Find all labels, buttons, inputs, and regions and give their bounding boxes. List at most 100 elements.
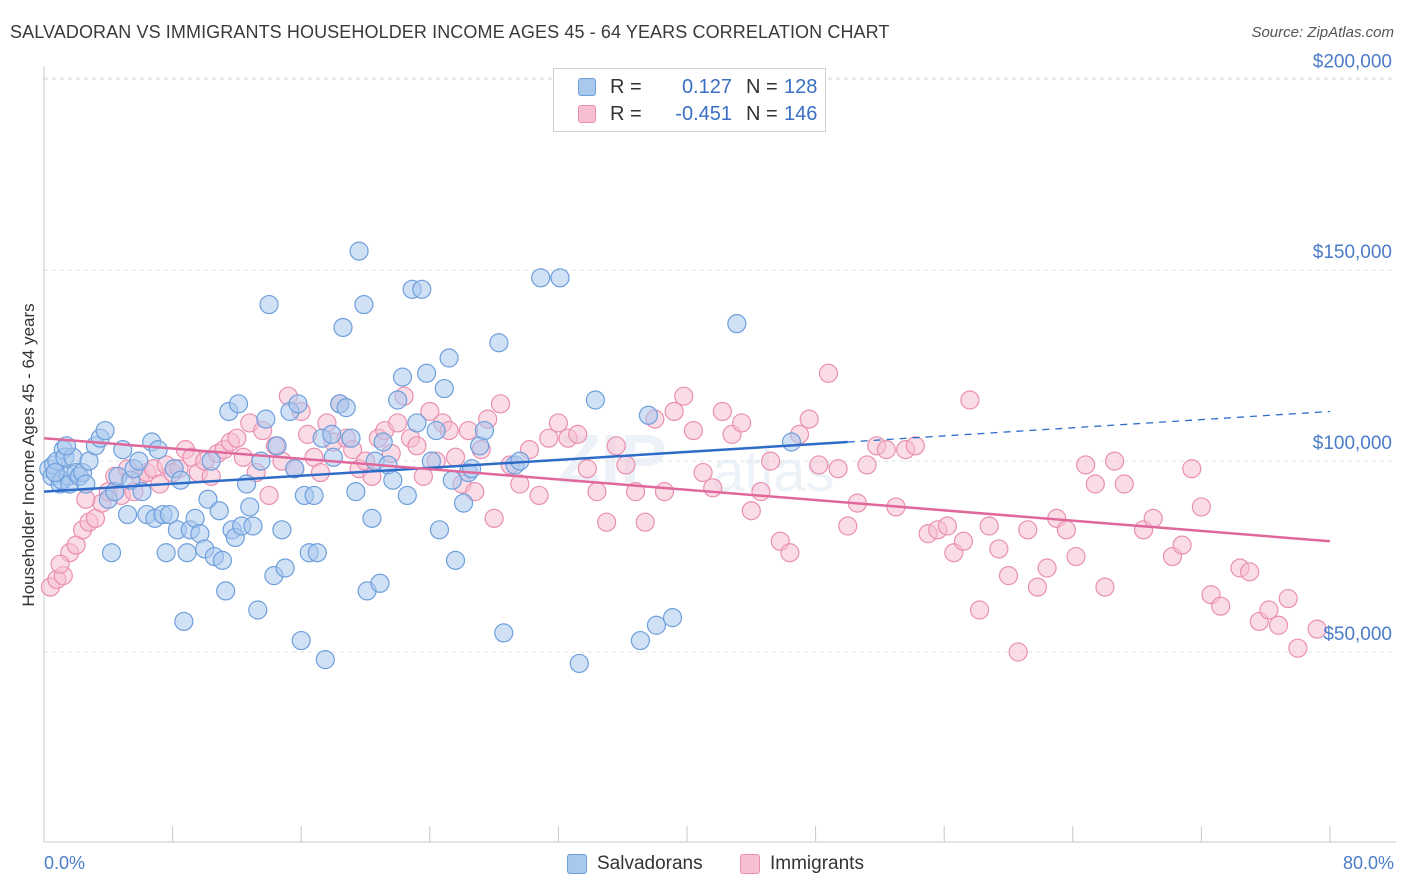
immigrants-point bbox=[1268, 615, 1289, 635]
immigrants-point bbox=[838, 516, 858, 536]
salvadorans-point bbox=[781, 432, 802, 452]
salvadorans-swatch bbox=[578, 78, 596, 96]
immigrants-point bbox=[828, 459, 848, 479]
immigrants-point bbox=[616, 455, 636, 475]
salvadorans-point bbox=[341, 428, 361, 448]
salvadorans-point bbox=[630, 630, 650, 651]
salvadorans-point bbox=[228, 394, 249, 414]
immigrants-point bbox=[465, 482, 485, 502]
salvadorans-points bbox=[39, 241, 802, 674]
salvadorans-point bbox=[288, 394, 308, 414]
immigrants-point bbox=[1278, 588, 1298, 609]
salvadorans-point bbox=[550, 268, 570, 288]
immigrants-point bbox=[799, 409, 819, 429]
salvadorans-point bbox=[439, 348, 459, 368]
salvadorans-point bbox=[315, 650, 335, 670]
immigrants-point bbox=[741, 501, 761, 521]
salvadorans-point bbox=[101, 543, 122, 563]
salvadorans-point bbox=[212, 550, 233, 570]
salvadorans-point bbox=[323, 447, 343, 467]
salvadorans-point bbox=[95, 420, 115, 441]
immigrants-point bbox=[969, 600, 990, 620]
salvadorans-point bbox=[494, 623, 514, 643]
immigrants-point bbox=[937, 516, 958, 536]
immigrants-point bbox=[1211, 596, 1231, 616]
salvadorans-point bbox=[285, 459, 305, 479]
immigrants-point bbox=[751, 482, 771, 502]
salvadorans-point bbox=[434, 378, 454, 399]
immigrants-point bbox=[818, 363, 839, 383]
immigrants-point bbox=[1172, 535, 1192, 555]
y-axis-label: Householder Income Ages 45 - 64 years bbox=[19, 303, 38, 606]
immigrants-point bbox=[388, 413, 408, 433]
legend-label: Immigrants bbox=[770, 853, 864, 874]
salvadorans-point bbox=[216, 581, 236, 601]
immigrants-point bbox=[606, 436, 626, 456]
salvadorans-point bbox=[272, 520, 292, 540]
salvadorans-point bbox=[259, 294, 279, 315]
immigrants-point bbox=[635, 512, 655, 532]
immigrants-point bbox=[310, 462, 331, 483]
immigrants-point bbox=[1076, 455, 1096, 475]
immigrants-point bbox=[712, 401, 732, 422]
immigrants-point bbox=[780, 543, 800, 563]
y-tick-labels: $50,000 $100,000 $150,000 $200,000 bbox=[1313, 51, 1392, 645]
x-tick-label: 80.0% bbox=[1343, 853, 1394, 873]
immigrants-point bbox=[703, 478, 723, 498]
salvadorans-point bbox=[646, 615, 667, 635]
immigrants-point bbox=[1066, 546, 1086, 567]
salvadorans-point bbox=[129, 451, 149, 471]
immigrants-point bbox=[953, 531, 974, 551]
r-value: 0.127 bbox=[681, 75, 732, 98]
immigrants-point bbox=[529, 485, 549, 506]
salvadorans-point bbox=[426, 420, 446, 441]
immigrants-point bbox=[905, 436, 925, 456]
immigrants-point bbox=[458, 420, 478, 441]
salvadorans-point bbox=[388, 390, 408, 410]
n-label: N = bbox=[746, 75, 778, 98]
salvadorans-point bbox=[474, 420, 495, 441]
immigrants-point bbox=[989, 539, 1009, 559]
immigrants-point bbox=[1143, 508, 1163, 528]
salvadorans-trend-extension bbox=[847, 410, 1331, 443]
immigrants-swatch bbox=[740, 854, 760, 874]
salvadorans-point bbox=[429, 520, 450, 540]
immigrants-point bbox=[587, 482, 607, 502]
salvadorans-point bbox=[174, 611, 194, 632]
immigrants-point bbox=[510, 474, 530, 494]
salvadorans-point bbox=[397, 485, 417, 506]
immigrants-point bbox=[683, 420, 704, 441]
x-tick-labels: 0.0% 80.0% bbox=[44, 853, 1394, 873]
salvadorans-point bbox=[336, 398, 356, 418]
immigrants-point bbox=[732, 413, 752, 433]
salvadorans-point bbox=[362, 508, 382, 528]
immigrants-point bbox=[998, 566, 1019, 586]
salvadorans-trend-line bbox=[43, 440, 848, 493]
chart-title: SALVADORAN VS IMMIGRANTS HOUSEHOLDER INC… bbox=[10, 22, 890, 42]
legend-row-immigrants: R = -0.451 N = 146 bbox=[578, 102, 817, 126]
immigrants-point bbox=[1095, 577, 1115, 597]
legend-item-immigrants[interactable]: Immigrants bbox=[740, 852, 864, 876]
salvadorans-swatch bbox=[567, 854, 587, 874]
salvadorans-point bbox=[442, 470, 462, 490]
immigrants-point bbox=[259, 485, 279, 506]
y-tick-label: $50,000 bbox=[1323, 624, 1392, 645]
salvadorans-point bbox=[198, 489, 218, 509]
salvadorans-point bbox=[256, 409, 276, 429]
salvadorans-point bbox=[248, 600, 268, 620]
immigrants-point bbox=[1085, 474, 1105, 494]
immigrants-point bbox=[233, 447, 253, 467]
salvadorans-point bbox=[209, 501, 229, 521]
immigrants-point bbox=[407, 436, 427, 456]
immigrants-trend-line bbox=[43, 436, 1331, 543]
salvadorans-point bbox=[171, 470, 191, 490]
immigrants-point bbox=[539, 428, 559, 448]
legend-row-salvadorans: R = 0.127 N = 128 bbox=[578, 75, 817, 99]
salvadorans-point bbox=[45, 462, 65, 483]
legend-item-salvadorans[interactable]: Salvadorans bbox=[567, 852, 703, 876]
salvadorans-point bbox=[585, 390, 605, 410]
r-label: R = bbox=[610, 102, 642, 125]
salvadorans-point bbox=[159, 504, 179, 525]
immigrants-point bbox=[1191, 497, 1212, 517]
